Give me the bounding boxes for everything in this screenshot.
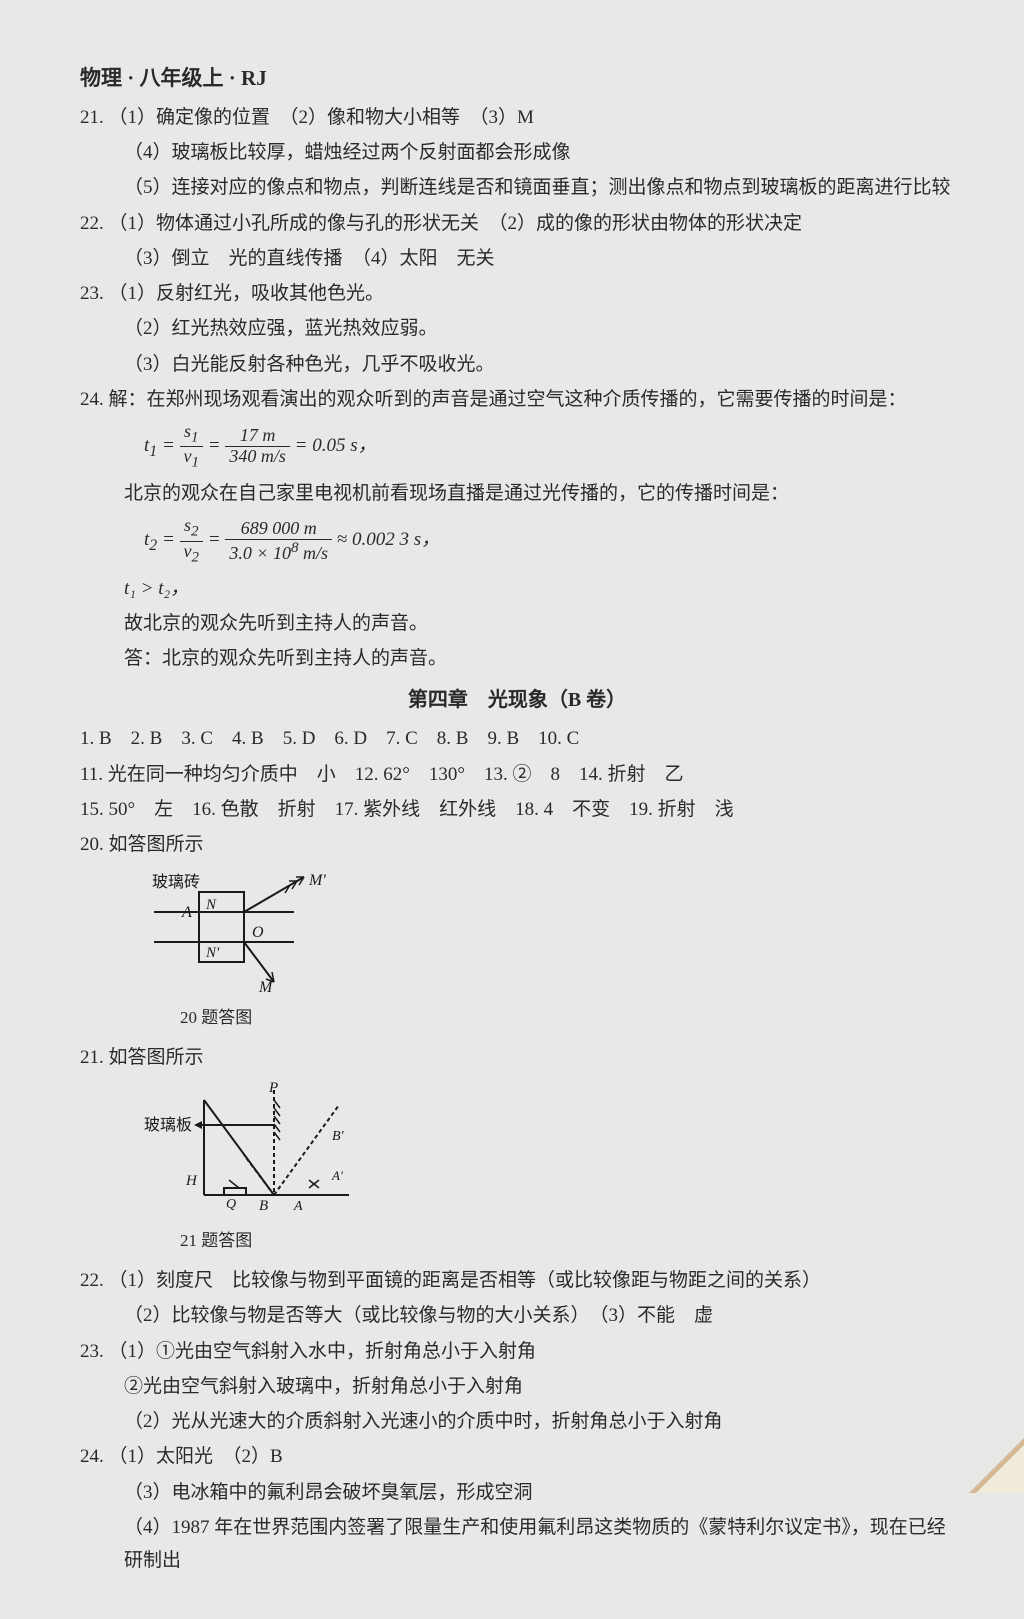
f1-frac2: 17 m 340 m/s [225,426,290,467]
svg-text:B': B' [332,1129,345,1144]
q24-concl1: 故北京的观众先听到主持人的声音。 [80,607,954,640]
svg-text:H: H [185,1173,198,1189]
section-b-title: 第四章 光现象（B 卷） [80,683,954,718]
b20-num: 20. [80,834,104,855]
q24-formula2: t2 = s2 v2 = 689 000 m 3.0 × 108 m/s ≈ 0… [80,516,954,565]
svg-text:M': M' [308,872,326,889]
page-header: 物理 · 八年级上 · RJ [80,60,954,97]
f2-frac2: 689 000 m 3.0 × 108 m/s [225,519,332,564]
q22-p1: （1）物体通过小孔所成的像与孔的形状无关 （2）成的像的形状由物体的形状决定 [109,213,803,234]
q23-line1: 23. （1）反射红光，吸收其他色光。 [80,277,954,310]
page-content: 物理 · 八年级上 · RJ 21. （1）确定像的位置 （2）像和物大小相等 … [0,0,1024,1619]
dot2: · [229,66,241,90]
q23-p2: （2）红光热效应强，蓝光热效应弱。 [80,312,954,345]
b23-p1: （1）①光由空气斜射入水中，折射角总小于入射角 [109,1341,537,1362]
q24-mid: 北京的观众在自己家里电视机前看现场直播是通过光传播的，它的传播时间是： [80,477,954,510]
q22-p3: （3）倒立 光的直线传播 （4）太阳 无关 [80,242,954,275]
q24-cmp: t₁ > t₂， [80,572,954,605]
b23-line1: 23. （1）①光由空气斜射入水中，折射角总小于入射角 [80,1335,954,1368]
q23-p3: （3）白光能反射各种色光，几乎不吸收光。 [80,348,954,381]
dot1: · [127,66,139,90]
page-corner-fold-inner [976,1445,1024,1493]
b23-p2: ②光由空气斜射入玻璃中，折射角总小于入射角 [80,1370,954,1403]
b22-p1: （1）刻度尺 比较像与物到平面镜的距离是否相等（或比较像距与物距之间的关系） [109,1270,822,1291]
svg-text:P: P [268,1080,278,1096]
b22-line1: 22. （1）刻度尺 比较像与物到平面镜的距离是否相等（或比较像距与物距之间的关… [80,1264,954,1297]
f1-res: = 0.05 s， [295,435,377,456]
b24-p3: （3）电冰箱中的氟利昂会破坏臭氧层，形成空洞 [80,1476,954,1509]
svg-text:M: M [258,979,274,996]
q22-num: 22. [80,213,104,234]
b11: 11. 光在同一种均匀介质中 小 12. 62° 130° 13. ② 8 14… [80,758,954,791]
b21-svg: 玻璃板 P H Q B B' A A' [144,1080,374,1220]
q23-num: 23. [80,283,104,304]
b23-num: 23. [80,1341,104,1362]
b21-text: 如答图所示 [109,1047,204,1068]
svg-text:A: A [293,1199,303,1214]
q22-line1: 22. （1）物体通过小孔所成的像与孔的形状无关 （2）成的像的形状由物体的形状… [80,207,954,240]
svg-text:O: O [252,924,264,941]
q21-num: 21. [80,107,104,128]
subject: 物理 [80,66,122,90]
b21-line: 21. 如答图所示 [80,1041,954,1074]
q24-intro: 24. 解：在郑州现场观看演出的观众听到的声音是通过空气这种介质传播的，它需要传… [80,383,954,416]
svg-text:Q: Q [226,1197,236,1212]
q24-formula1: t1 = s1 v1 = 17 m 340 m/s = 0.05 s， [80,422,954,471]
q21-line1: 21. （1）确定像的位置 （2）像和物大小相等 （3）M [80,101,954,134]
q21-p4: （4）玻璃板比较厚，蜡烛经过两个反射面都会形成像 [80,136,954,169]
b22-p2: （2）比较像与物是否等大（或比较像与物的大小关系） （3）不能 虚 [80,1299,954,1332]
b24-num: 24. [80,1446,104,1467]
b20-text: 如答图所示 [109,834,204,855]
b-mc: 1. B 2. B 3. C 4. B 5. D 6. D 7. C 8. B … [80,722,954,755]
svg-text:N': N' [205,945,220,961]
grade: 八年级上 [140,66,224,90]
svg-text:B: B [259,1198,268,1214]
b22-num: 22. [80,1270,104,1291]
svg-text:A': A' [331,1168,343,1183]
b20-svg: 玻璃砖 A N N' O M' M [144,867,354,997]
b20-caption: 20 题答图 [80,1003,954,1033]
q24-concl2: 答：北京的观众先听到主持人的声音。 [80,642,954,675]
f1-frac1: s1 v1 [180,422,204,471]
f1-eq2: = [208,435,226,456]
b21-num: 21. [80,1047,104,1068]
b20-line: 20. 如答图所示 [80,828,954,861]
f1-eq1: = [157,435,179,456]
svg-text:玻璃砖: 玻璃砖 [152,873,200,891]
f2-res: ≈ 0.002 3 s， [337,529,440,550]
svg-text:玻璃板: 玻璃板 [144,1116,192,1134]
b23-p3: （2）光从光速大的介质斜射入光速小的介质中时，折射角总小于入射角 [80,1405,954,1438]
q23-p1: （1）反射红光，吸收其他色光。 [109,283,385,304]
q21-p5: （5）连接对应的像点和物点，判断连线是否和镜面垂直；测出像点和物点到玻璃板的距离… [80,171,954,204]
q21-p1: （1）确定像的位置 （2）像和物大小相等 （3）M [109,107,534,128]
svg-text:A: A [181,904,192,921]
q24-intro-text: 解：在郑州现场观看演出的观众听到的声音是通过空气这种介质传播的，它需要传播的时间… [109,389,907,410]
b24-p4: （4）1987 年在世界范围内签署了限量生产和使用氟利昂这类物质的《蒙特利尔议定… [80,1511,954,1578]
f1-sub: 1 [149,443,157,460]
b21-diagram: 玻璃板 P H Q B B' A A' [80,1080,954,1220]
code: RJ [241,66,267,90]
b21-caption: 21 题答图 [80,1226,954,1256]
b15: 15. 50° 左 16. 色散 折射 17. 紫外线 红外线 18. 4 不变… [80,793,954,826]
b24-p1: （1）太阳光 （2）B [109,1446,283,1467]
svg-text:N: N [205,897,217,913]
b24-line1: 24. （1）太阳光 （2）B [80,1440,954,1473]
b20-diagram: 玻璃砖 A N N' O M' M [80,867,954,997]
f2-frac1: s2 v2 [180,516,204,565]
q24-num: 24. [80,389,104,410]
